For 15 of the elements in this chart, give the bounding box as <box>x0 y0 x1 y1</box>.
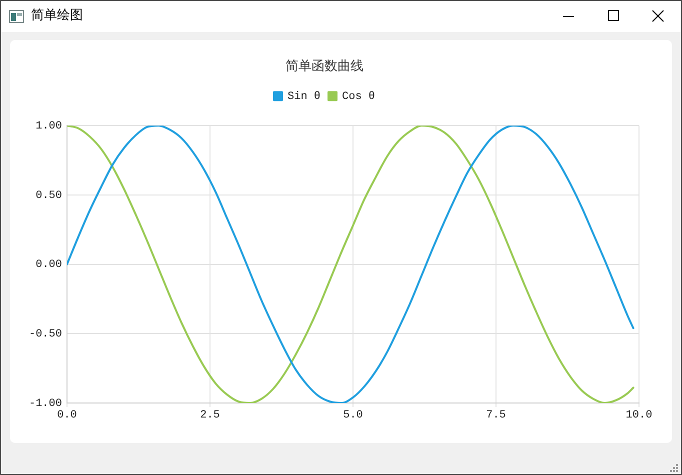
chart-title: 简单函数曲线 <box>286 59 364 74</box>
x-tick-label: 7.5 <box>486 410 506 422</box>
y-tick-label: 0.50 <box>36 190 62 202</box>
x-tick-label: 2.5 <box>200 410 220 422</box>
legend-label: Cos θ <box>342 91 376 104</box>
x-tick-label: 0.0 <box>57 410 77 422</box>
legend-label: Sin θ <box>287 91 321 104</box>
text: 简单绘图 <box>31 8 83 24</box>
y-tick-label: -1.00 <box>28 398 62 410</box>
y-tick-label: 1.00 <box>36 120 62 133</box>
line-series <box>67 126 634 403</box>
y-tick-label: -0.50 <box>28 328 62 341</box>
x-tick-label: 5.0 <box>343 410 363 422</box>
x-tick-label: 10.0 <box>626 410 652 422</box>
y-tick-label: 0.00 <box>36 259 62 272</box>
